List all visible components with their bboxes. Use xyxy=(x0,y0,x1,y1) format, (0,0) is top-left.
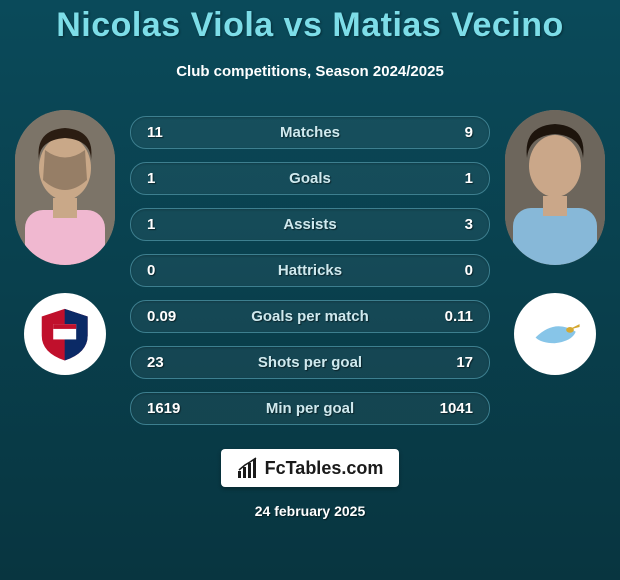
stat-left-value: 23 xyxy=(147,354,164,371)
stat-right-value: 1041 xyxy=(440,400,473,417)
stat-row: 1 Goals 1 xyxy=(130,162,490,195)
stat-left-value: 0 xyxy=(147,262,155,279)
stat-right-value: 17 xyxy=(456,354,473,371)
stat-right-value: 3 xyxy=(465,216,473,233)
stat-right-value: 0 xyxy=(465,262,473,279)
stat-label: Goals per match xyxy=(251,308,369,325)
page-title: Nicolas Viola vs Matias Vecino xyxy=(0,0,620,45)
stat-label: Goals xyxy=(289,170,331,187)
stat-right-value: 1 xyxy=(465,170,473,187)
stat-left-value: 1619 xyxy=(147,400,180,417)
stat-right-value: 9 xyxy=(465,124,473,141)
stat-row: 1 Assists 3 xyxy=(130,208,490,241)
stat-row: 23 Shots per goal 17 xyxy=(130,346,490,379)
stat-label: Assists xyxy=(283,216,336,233)
player-left-photo xyxy=(15,110,115,265)
stat-left-value: 0.09 xyxy=(147,308,176,325)
stat-left-value: 11 xyxy=(147,124,163,141)
comparison-content: 11 Matches 9 1 Goals 1 1 Assists 3 0 Hat… xyxy=(0,110,620,425)
stat-row: 0 Hattricks 0 xyxy=(130,254,490,287)
stat-label: Matches xyxy=(280,124,340,141)
stat-left-value: 1 xyxy=(147,216,155,233)
stat-label: Shots per goal xyxy=(258,354,362,371)
footer: FcTables.com 24 february 2025 xyxy=(0,449,620,519)
left-side xyxy=(0,110,130,425)
brand-box: FcTables.com xyxy=(221,449,400,487)
right-side xyxy=(490,110,620,425)
stat-right-value: 0.11 xyxy=(445,308,473,325)
chart-icon xyxy=(237,457,259,479)
player-right-photo xyxy=(505,110,605,265)
club-left-badge xyxy=(24,293,106,375)
stat-label: Min per goal xyxy=(266,400,354,417)
date-text: 24 february 2025 xyxy=(0,503,620,519)
club-right-badge xyxy=(514,293,596,375)
stat-row: 11 Matches 9 xyxy=(130,116,490,149)
subtitle: Club competitions, Season 2024/2025 xyxy=(0,63,620,80)
stat-bars: 11 Matches 9 1 Goals 1 1 Assists 3 0 Hat… xyxy=(130,110,490,425)
stat-row: 0.09 Goals per match 0.11 xyxy=(130,300,490,333)
stat-label: Hattricks xyxy=(278,262,342,279)
stat-left-value: 1 xyxy=(147,170,155,187)
stat-row: 1619 Min per goal 1041 xyxy=(130,392,490,425)
brand-text: FcTables.com xyxy=(265,458,384,479)
